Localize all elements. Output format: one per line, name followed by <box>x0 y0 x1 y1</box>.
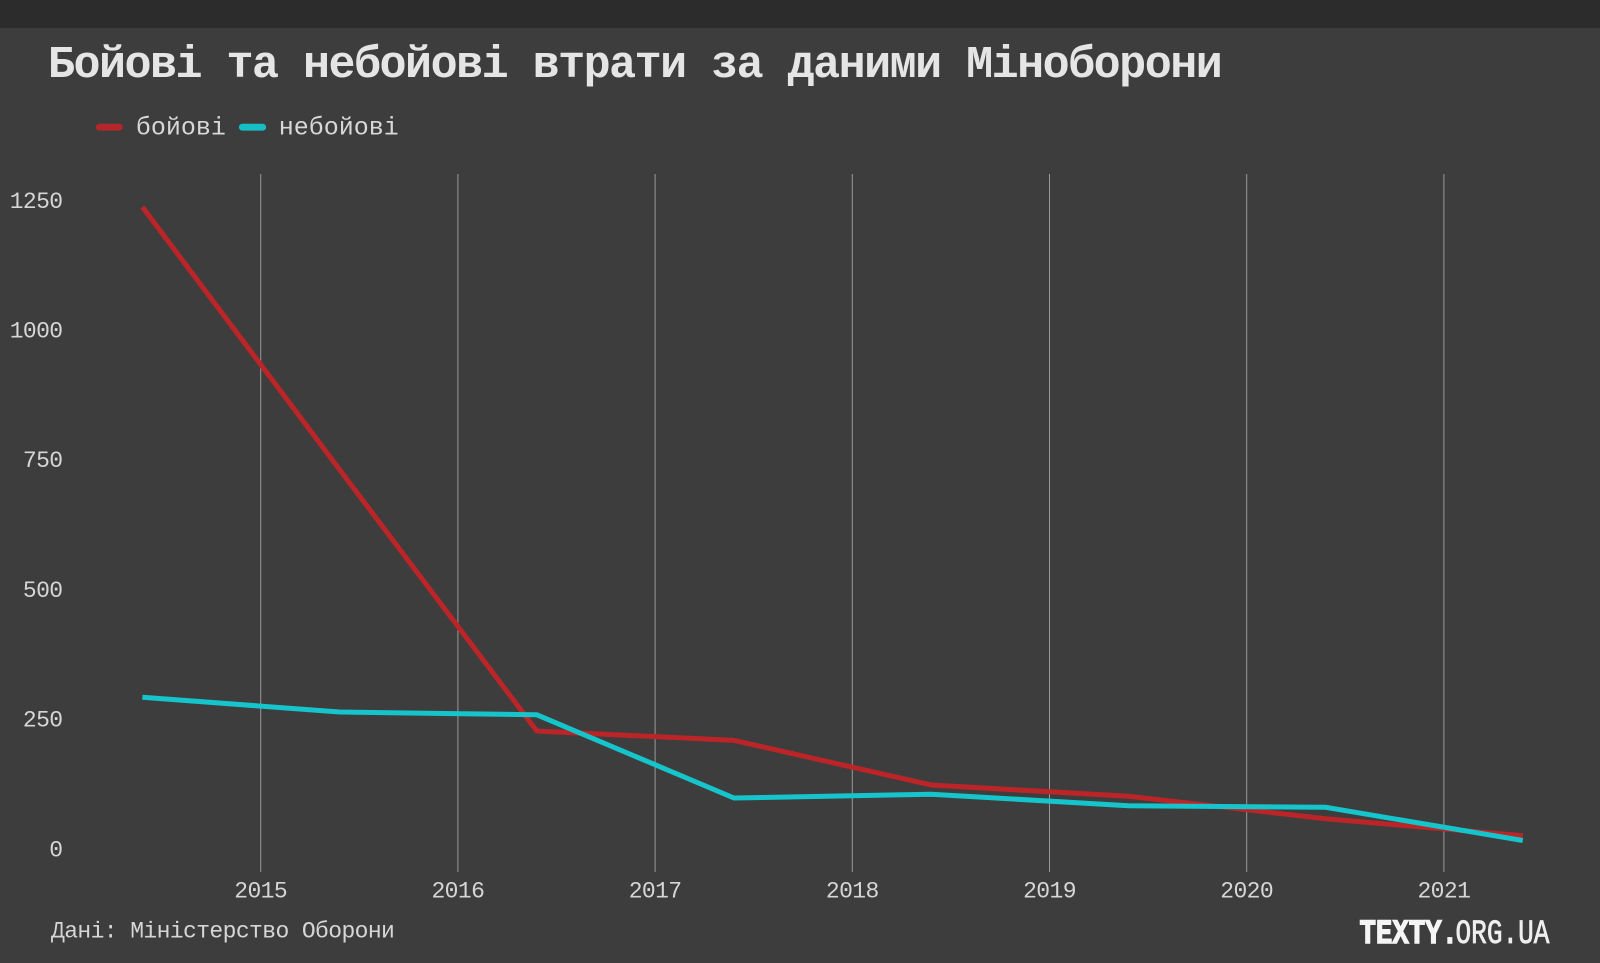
svg-text:2016: 2016 <box>431 879 484 905</box>
svg-text:250: 250 <box>23 708 63 734</box>
svg-text:2017: 2017 <box>629 879 682 905</box>
svg-text:ORG.UA: ORG.UA <box>1456 916 1551 954</box>
svg-text:2020: 2020 <box>1220 879 1273 905</box>
svg-text:Бойові та небойові втрати за д: Бойові та небойові втрати за даними Міно… <box>48 40 1221 91</box>
svg-text:750: 750 <box>23 448 63 474</box>
svg-text:бойові: бойові <box>136 113 226 142</box>
svg-text:500: 500 <box>23 578 63 604</box>
svg-text:небойові: небойові <box>279 113 399 142</box>
svg-text:2015: 2015 <box>234 879 287 905</box>
svg-text:1250: 1250 <box>10 189 63 215</box>
svg-text:2018: 2018 <box>826 879 879 905</box>
svg-text:2021: 2021 <box>1417 879 1470 905</box>
svg-text:0: 0 <box>49 837 62 863</box>
svg-text:1000: 1000 <box>10 319 63 345</box>
svg-text:TEXTY.: TEXTY. <box>1360 915 1459 954</box>
svg-text:2019: 2019 <box>1023 879 1076 905</box>
svg-text:Дані: Міністерство Оборони: Дані: Міністерство Оборони <box>51 919 394 945</box>
